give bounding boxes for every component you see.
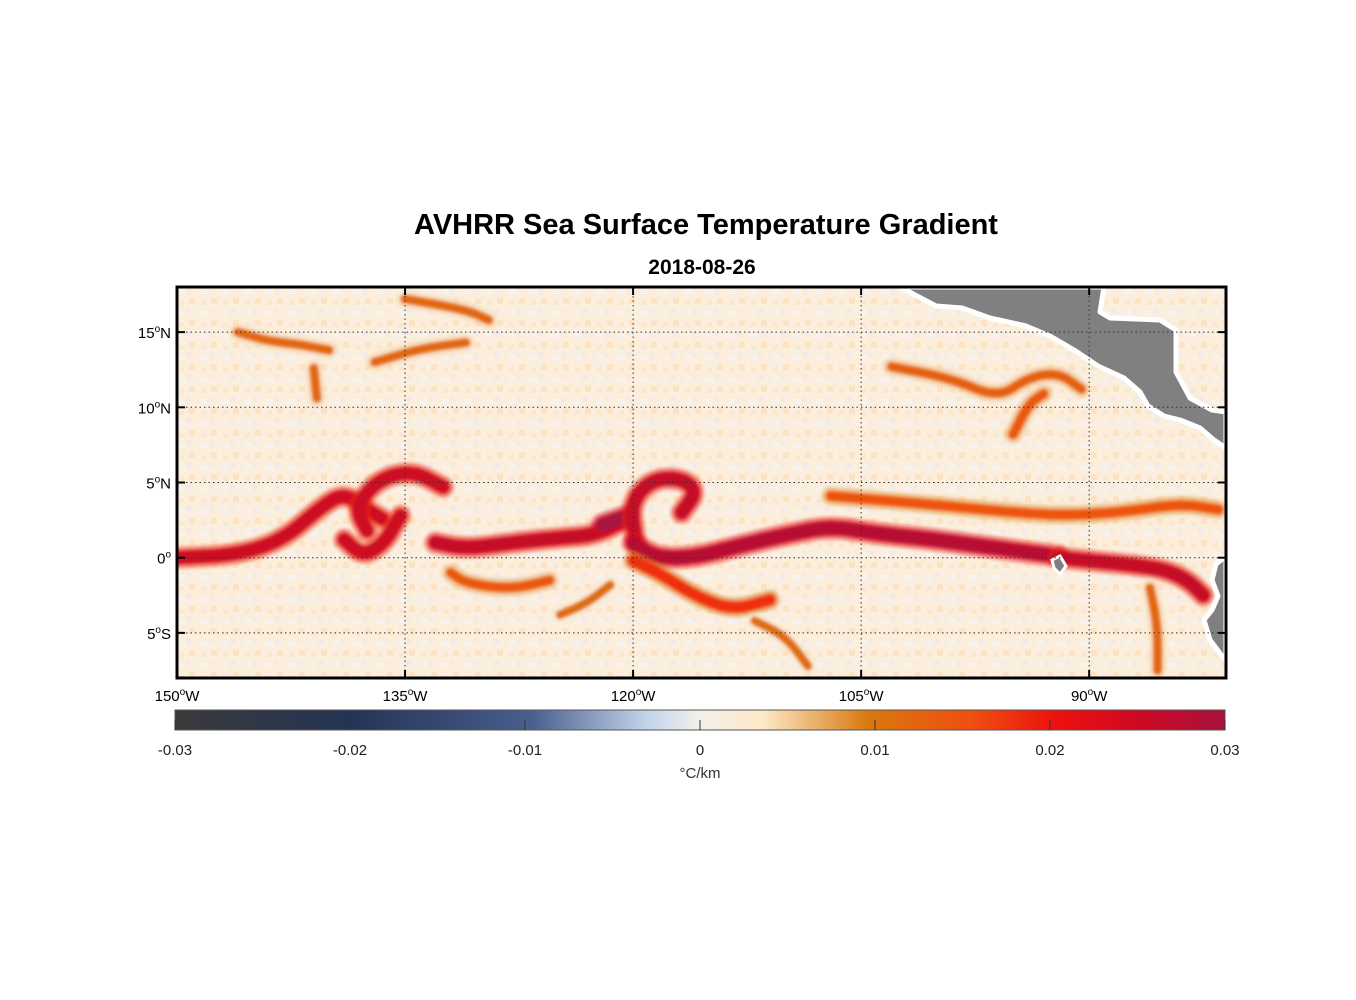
lon-label: 105oW [839,687,885,705]
colorbar-unit-label: °C/km [680,765,721,782]
front-1 [352,466,450,538]
lat-label: 15oN [138,324,171,342]
south-america-land [1201,553,1226,663]
front-10 [825,491,1224,520]
lat-label: 5oN [146,475,171,493]
front-12 [1008,388,1049,440]
graticule [177,287,1226,678]
front-8 [445,567,555,593]
land-layer [897,287,1226,663]
front-2 [337,508,408,560]
colorbar-tick-label: 0 [696,742,704,759]
colorbar-tick-label: 0.03 [1210,742,1239,759]
front-15 [400,294,494,325]
lat-label: 5oS [147,625,171,643]
front-11 [886,362,1087,398]
front-4 [595,508,636,533]
central-america-land [897,287,1226,451]
lon-label: 90oW [1071,687,1108,705]
chart-subtitle: 2018-08-26 [648,256,755,279]
front-5 [625,471,700,550]
colorbar: -0.03 -0.02 -0.01 0 0.01 0.02 0.03 °C/km [158,709,1240,782]
lon-label: 150oW [155,687,201,705]
lon-label: 135oW [383,687,429,705]
front-13 [233,327,334,355]
front-14 [370,338,471,367]
colorbar-tick-label: 0.02 [1035,742,1064,759]
front-9 [627,555,776,613]
front-17 [555,580,615,620]
galapagos-islands [1050,554,1068,577]
front-18 [750,616,813,671]
front-7 [1051,550,1211,603]
front-6 [625,521,1066,565]
chart-title: AVHRR Sea Surface Temperature Gradient [414,209,998,241]
colorbar-tick-label: 0.01 [860,742,889,759]
front-layer [177,290,1226,678]
front-3 [428,513,633,555]
latitude-labels: 15oN 10oN 5oN 0o 5oS [138,324,172,643]
lat-label: 0o [157,550,171,568]
colorbar-ticks: -0.03 -0.02 -0.01 0 0.01 0.02 0.03 [158,720,1240,759]
longitude-labels: 150oW 135oW 120oW 105oW 90oW [155,687,1109,705]
colorbar-tick-label: -0.02 [333,742,367,759]
map-area [177,287,1226,678]
map-tick-marks [176,287,1226,678]
colorbar-tick-label: -0.01 [508,742,542,759]
lat-label: 10oN [138,399,171,417]
front-19 [1145,583,1163,675]
front-16 [309,363,322,403]
lon-label: 120oW [611,687,657,705]
colorbar-tick-label: -0.03 [158,742,192,759]
